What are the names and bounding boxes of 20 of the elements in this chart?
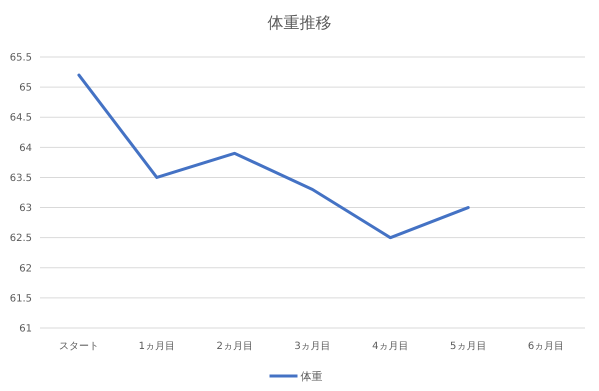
line-series (77, 74, 470, 240)
y-tick-label: 62.5 (10, 233, 32, 244)
x-tick-label: 2ヵ月目 (216, 341, 253, 352)
x-tick-label: 1ヵ月目 (138, 341, 175, 352)
y-tick-label: 63 (19, 203, 32, 214)
y-tick-label: 65 (19, 82, 32, 94)
legend-label: 体重 (300, 370, 322, 383)
x-tick-label: 3ヵ月目 (294, 341, 331, 352)
y-tick-label: 61.5 (10, 293, 32, 304)
y-tick-label: 64.5 (10, 112, 32, 124)
y-tick-label: 65.5 (10, 52, 32, 64)
y-tick-label: 63.5 (10, 172, 32, 184)
y-tick-label: 62 (19, 263, 32, 274)
x-tick-label: スタート (58, 341, 99, 352)
x-tick-label: 4ヵ月目 (372, 341, 409, 352)
x-tick-label: 6ヵ月目 (528, 341, 564, 352)
chart-title: 体重推移 (268, 13, 332, 32)
y-tick-label: 64 (19, 142, 32, 154)
y-tick-label: 61 (19, 324, 32, 334)
x-tick-label: 5ヵ月目 (450, 341, 486, 352)
